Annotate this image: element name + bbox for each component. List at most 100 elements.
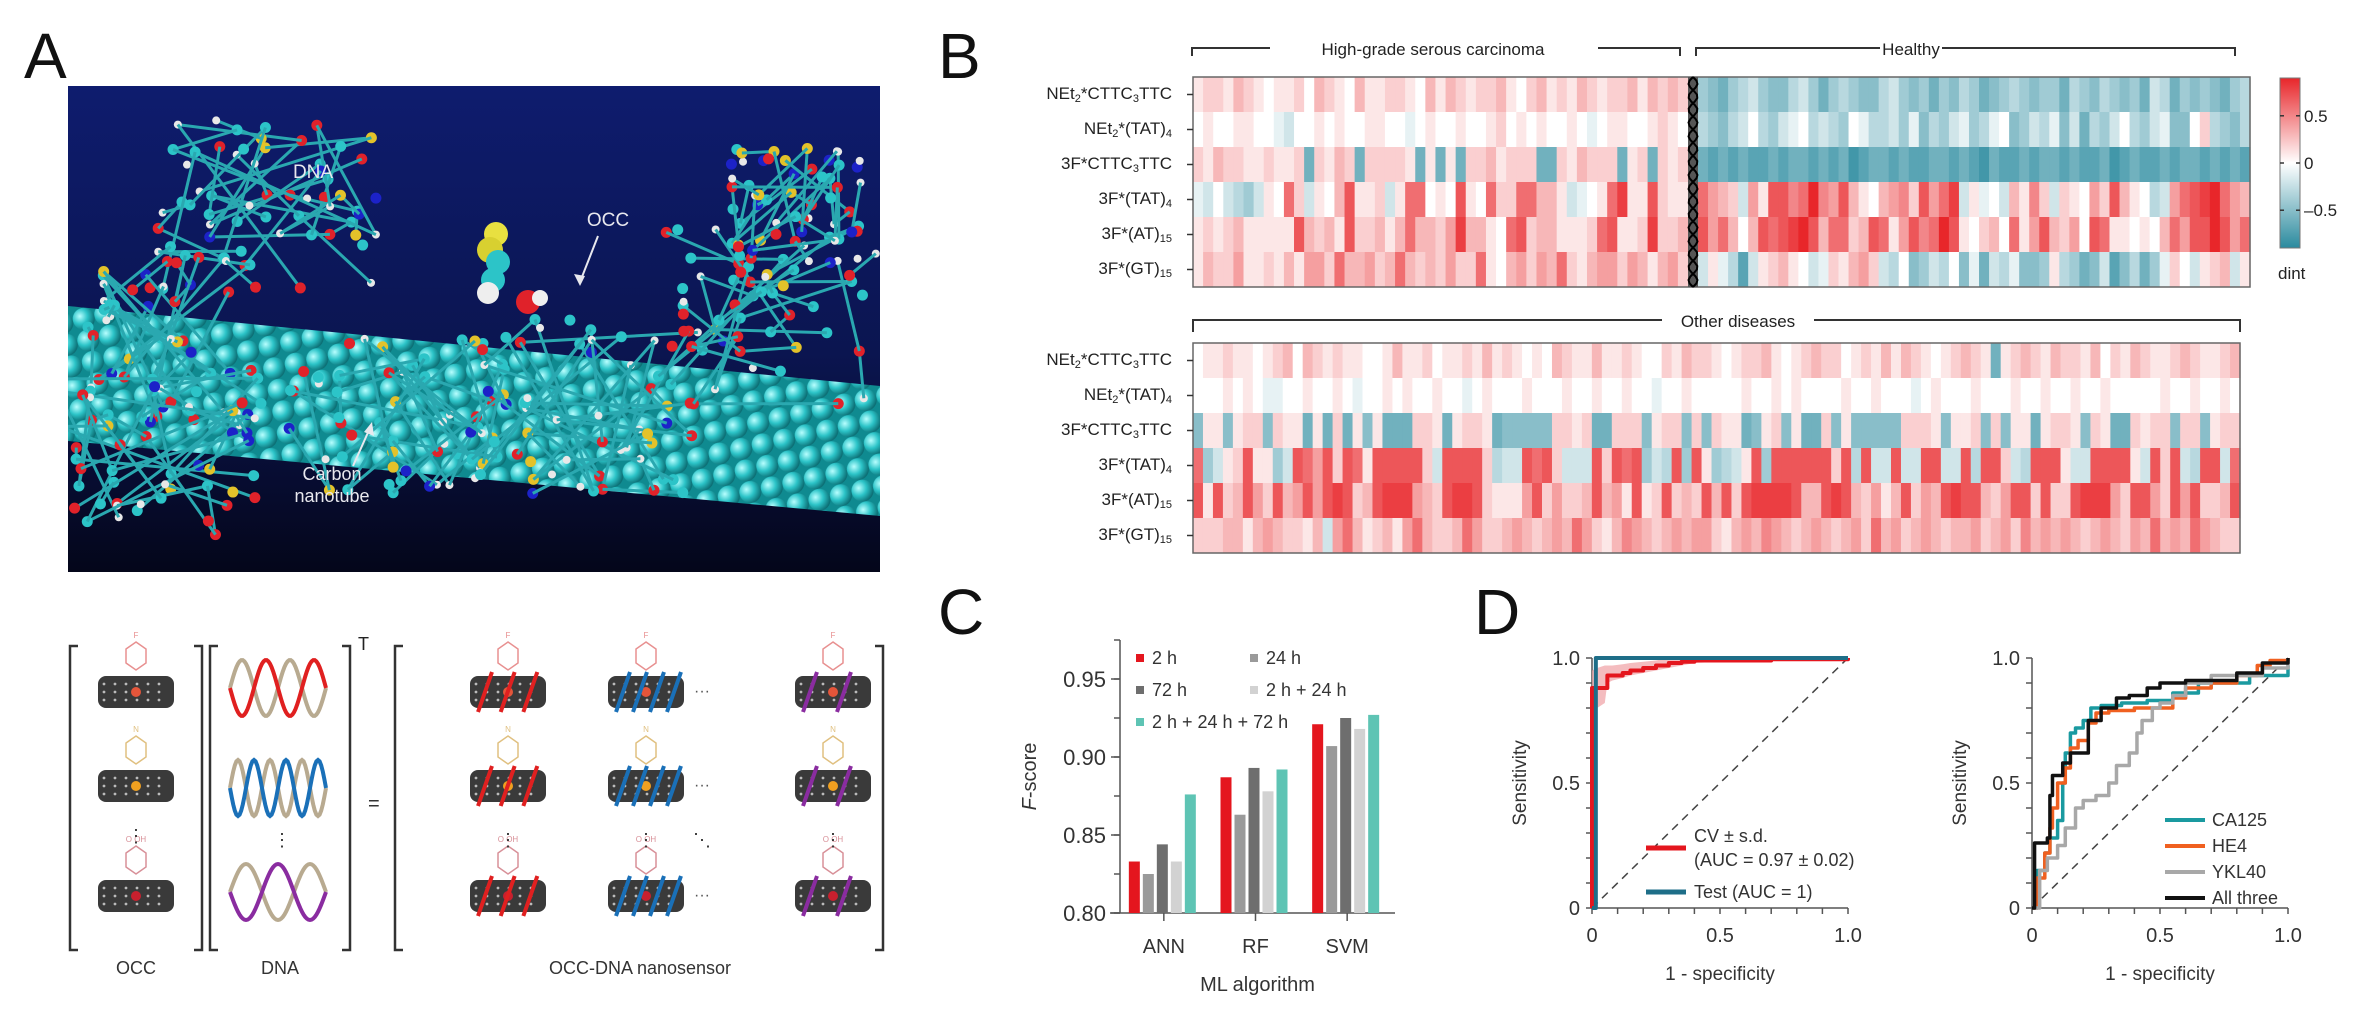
heatmap-cell-other: [2160, 343, 2171, 379]
atom: [728, 174, 737, 183]
tube-atom: [645, 682, 649, 686]
heatmap-cell-hgsc: [1374, 147, 1386, 183]
bond: [391, 440, 431, 488]
wrapped-dna: [614, 671, 632, 713]
tube-atom: [135, 792, 139, 796]
atom: [161, 480, 170, 489]
heatmap-cell-healthy: [2139, 147, 2151, 183]
wrapped-dna: [665, 765, 683, 807]
heatmap-cell-other: [1282, 413, 1294, 449]
heatmap-cell-hgsc: [1485, 217, 1497, 253]
heatmap-cell-other: [1751, 448, 1762, 484]
heatmap-cell-other: [1771, 378, 1782, 414]
heatmap-cell-hgsc: [1485, 182, 1497, 218]
heatmap-cell-healthy: [1948, 182, 1960, 218]
heatmap-cell-other: [1811, 483, 1822, 519]
heatmap-cell-hgsc: [1213, 147, 1224, 183]
heatmap-cell-hgsc: [1364, 182, 1376, 218]
row-label-part: 3: [1132, 93, 1139, 105]
bond: [760, 261, 831, 294]
tube-atom: [843, 792, 847, 796]
heatmap-cell-other: [1362, 448, 1374, 484]
occ-structure: F: [125, 631, 147, 671]
heatmap-cell-other: [1611, 378, 1623, 414]
heatmap-cell-other: [2070, 378, 2082, 414]
heatmap-cell-hgsc: [1344, 217, 1356, 253]
tube-atom: [157, 886, 161, 890]
heatmap-cell-other: [1571, 378, 1583, 414]
bond: [750, 279, 852, 284]
heatmap-cell-healthy: [2149, 112, 2161, 148]
atom: [732, 331, 744, 343]
tube-atom: [612, 690, 616, 694]
heatmap-cell-hgsc: [1384, 147, 1396, 183]
heatmap-cell-healthy: [1979, 252, 1990, 288]
tube-atom: [146, 902, 150, 906]
tube-atom: [854, 894, 858, 898]
heatmap-cell-healthy: [2099, 112, 2111, 148]
heatmap-cell-hgsc: [1273, 147, 1285, 183]
heatmap-cell-healthy: [1698, 147, 1709, 183]
heatmap-cell-healthy: [1979, 147, 1990, 183]
heatmap-cell-other: [1970, 518, 1982, 554]
heatmap-cell-other: [1452, 378, 1463, 414]
heatmap-cell-healthy: [2159, 217, 2171, 253]
heatmap-cell-healthy: [1948, 252, 1960, 288]
heatmap-cell-other: [1601, 378, 1613, 414]
bond: [81, 393, 163, 500]
heatmap-cell-other: [1631, 343, 1643, 379]
heatmap-cell-other: [1970, 378, 1982, 414]
heatmap-cell-other: [1472, 343, 1483, 379]
heatmap-cell-other: [1462, 518, 1473, 554]
heatmap-cell-healthy: [1768, 77, 1779, 113]
product-label: OCC-DNA nanosensor: [549, 958, 731, 978]
heatmap-cell-hgsc: [1617, 217, 1628, 253]
heatmap-cell-healthy: [2009, 112, 2020, 148]
heatmap-cell-other: [1711, 378, 1723, 414]
heatmap-cell-hgsc: [1576, 147, 1588, 183]
benzene-ring: [497, 845, 519, 875]
atom: [336, 451, 348, 463]
y-axis-label-italic: F: [1019, 796, 1041, 810]
tube-atom: [612, 682, 616, 686]
heatmap-cell-hgsc: [1324, 252, 1336, 288]
heatmap-cell-healthy: [1738, 182, 1749, 218]
heatmap-cell-other: [1781, 448, 1792, 484]
heatmap-cell-healthy: [2019, 217, 2030, 253]
heatmap-cell-other: [1731, 378, 1743, 414]
heatmap-cell-other: [1322, 343, 1334, 379]
tube-atom: [474, 792, 478, 796]
heatmap-cell-other: [1232, 343, 1244, 379]
row-label-part: *(TAT): [1118, 385, 1166, 404]
heatmap-cell-healthy: [2069, 77, 2080, 113]
tube-atom: [518, 698, 522, 702]
heatmap-cell-other: [1940, 378, 1952, 414]
heatmap-cell-other: [1561, 413, 1573, 449]
heatmap-cell-other: [2170, 448, 2181, 484]
dna-bracket-right: [342, 644, 352, 952]
heatmap-cell-other: [1681, 413, 1693, 449]
heatmap-cell-healthy: [2239, 147, 2251, 183]
bond: [589, 329, 604, 443]
heatmap-cell-hgsc: [1546, 252, 1558, 288]
heatmap-cell-other: [1641, 343, 1653, 379]
heatmap-cell-healthy: [2229, 77, 2241, 113]
heatmap-cell-hgsc: [1344, 112, 1356, 148]
heatmap-cell-healthy: [1868, 182, 1880, 218]
heatmap-cell-other: [1900, 343, 1912, 379]
heatmap-cell-hgsc: [1395, 217, 1406, 253]
atom: [75, 463, 87, 475]
heatmap-cell-other: [2140, 483, 2151, 519]
row-label-part: 2: [1112, 394, 1119, 406]
heatmap-cell-other: [1851, 483, 1862, 519]
heatmap-cell-other: [1641, 413, 1653, 449]
heatmap-cell-healthy: [2169, 252, 2181, 288]
tube-atom: [623, 792, 627, 796]
tube-atom: [474, 886, 478, 890]
heatmap-cell-healthy: [2209, 182, 2221, 218]
tube-atom: [135, 776, 139, 780]
heatmap-cell-hgsc: [1667, 252, 1679, 288]
tube-atom: [634, 886, 638, 890]
heatmap-cell-healthy: [2089, 77, 2101, 113]
heatmap-cell-other: [1502, 518, 1513, 554]
